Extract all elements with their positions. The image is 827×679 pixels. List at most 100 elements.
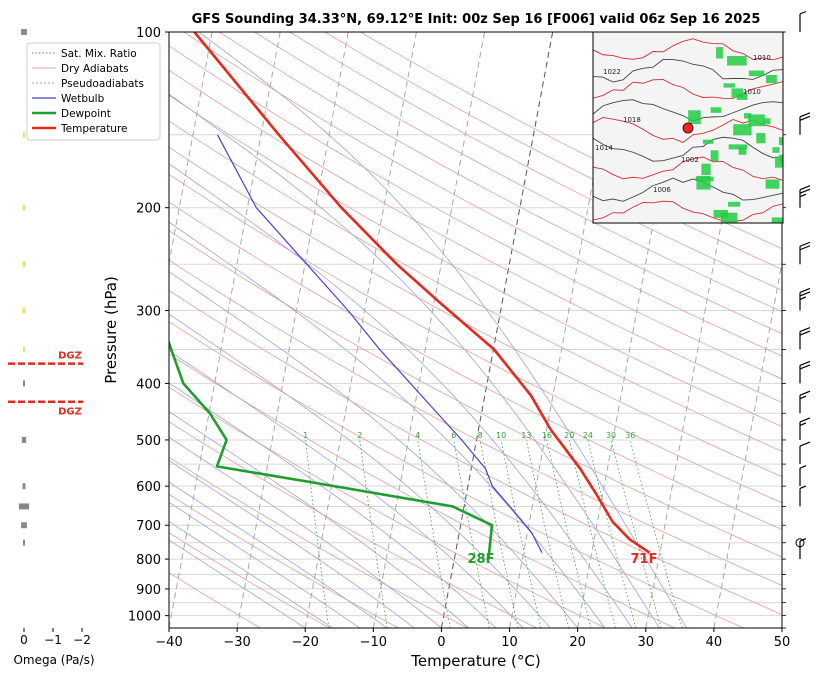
wind-barb-flag [799, 185, 811, 191]
legend-label: Dewpoint [61, 108, 111, 120]
dry-adiabat [169, 421, 537, 628]
dry-adiabat [169, 173, 782, 504]
inset-map-precip [716, 47, 723, 59]
inset-map-precip [772, 147, 780, 153]
x-tick-label: −10 [360, 635, 387, 650]
wind-barb-half-flag [799, 193, 807, 198]
dry-adiabat [169, 353, 675, 628]
omega-bar [23, 539, 25, 546]
inset-map-isobar-label: 1010 [743, 88, 761, 96]
legend-label: Pseudoadiabats [61, 78, 144, 90]
dry-adiabat [169, 120, 782, 452]
inset-map-precip [744, 113, 752, 119]
inset-map-precip [701, 163, 711, 176]
x-tick-label: 40 [706, 635, 723, 650]
dry-adiabat [169, 532, 330, 628]
wind-barb-flag [799, 360, 811, 366]
isotherm-line [713, 260, 782, 628]
isotherm-line [304, 32, 417, 628]
dry-adiabat [169, 45, 782, 380]
inset-map-isobar-label: 1010 [753, 54, 771, 62]
dry-adiabat [169, 201, 782, 530]
x-tick-label: 0 [437, 635, 445, 650]
y-tick-label: 500 [136, 434, 161, 449]
dgz-label: DGZ [58, 351, 82, 362]
x-tick-label: 30 [638, 635, 655, 650]
mixing-ratio-line [629, 439, 683, 628]
wind-barb-flag [799, 241, 811, 247]
dry-adiabat [183, 32, 782, 357]
wind-barb-flag [799, 188, 811, 194]
x-tick-label: −40 [155, 635, 182, 650]
inset-map-precip [733, 124, 752, 136]
pseudoadiabat [169, 501, 360, 628]
x-tick-label: −20 [292, 635, 319, 650]
inset-map-isobar-label: 1006 [653, 186, 671, 194]
omega-panel: 0 −1 −2 DGZ DGZ [8, 29, 91, 647]
wind-barb [799, 417, 811, 440]
omega-bar [21, 436, 27, 443]
inset-map-isobar-label: 1014 [595, 144, 613, 152]
inset-map-precip [710, 107, 722, 113]
mixing-ratio-line [568, 439, 616, 628]
isotherm-line [236, 32, 349, 628]
y-tick-label: 300 [136, 304, 161, 319]
omega-bar [23, 131, 25, 138]
temperature-line [193, 32, 651, 554]
dewpoint-line [169, 339, 494, 560]
inset-map-precip [727, 55, 747, 66]
wind-barb-half-flag [799, 10, 807, 15]
pseudoadiabat [169, 539, 306, 628]
dry-adiabat [169, 493, 399, 628]
omega-bar [21, 522, 27, 529]
mixing-ratio-label: 4 [415, 431, 420, 440]
legend-label: Sat. Mix. Ratio [61, 48, 137, 60]
dry-adiabat [169, 572, 261, 628]
inset-map-isobar-label: 1018 [623, 116, 641, 124]
y-tick-label: 400 [136, 377, 161, 392]
isotherm-line [169, 32, 213, 266]
inset-map-precip [723, 83, 735, 88]
legend-box [26, 42, 161, 141]
plot-frame [168, 31, 783, 629]
pseudoadiabat [198, 32, 687, 628]
wind-barb-flag [799, 326, 811, 333]
y-tick-label: 100 [136, 26, 161, 41]
isotherm-line [0, 32, 8, 628]
pseudoadiabat [169, 481, 388, 628]
x-tick-label: 20 [569, 635, 586, 650]
x-axis-label: Temperature (°C) [410, 652, 540, 670]
dry-adiabat [169, 321, 745, 628]
omega-bar [23, 346, 25, 353]
wind-barb [799, 185, 811, 208]
wind-barb [799, 390, 811, 414]
y-tick-label: 600 [136, 480, 161, 495]
omega-axis-label: Omega (Pa/s) [13, 653, 94, 667]
inset-map-precip [688, 110, 701, 125]
wind-barb-half-flag [799, 296, 807, 301]
mixing-ratio-line [305, 439, 330, 628]
inset-map-precip [779, 154, 783, 163]
wind-barb-flag [799, 390, 811, 396]
dry-adiabat [169, 146, 782, 478]
mixing-ratio-label: 6 [451, 431, 456, 440]
omega-bar [21, 29, 27, 35]
wind-barb-half-flag [799, 485, 807, 489]
mixing-ratio-line [453, 439, 490, 628]
dry-adiabat [169, 94, 782, 428]
mixing-ratio-label: 36 [625, 431, 635, 440]
inset-map-precip [765, 179, 779, 189]
dry-adiabat [169, 69, 782, 403]
mixing-ratio-label: 30 [606, 431, 616, 440]
mixing-ratio-line [500, 439, 542, 628]
dry-adiabat [289, 32, 782, 291]
wind-barb-flag [799, 364, 811, 370]
wind-barb-half-flag [799, 465, 807, 469]
inset-map-precip [771, 217, 783, 223]
mixing-ratio-label: 20 [564, 431, 574, 440]
legend: Sat. Mix. Ratio Dry Adiabats Pseudoadiabat… [26, 42, 161, 141]
sounding-traces [169, 32, 651, 560]
inset-map-contour [593, 59, 783, 83]
mixing-ratio-line [546, 439, 592, 628]
